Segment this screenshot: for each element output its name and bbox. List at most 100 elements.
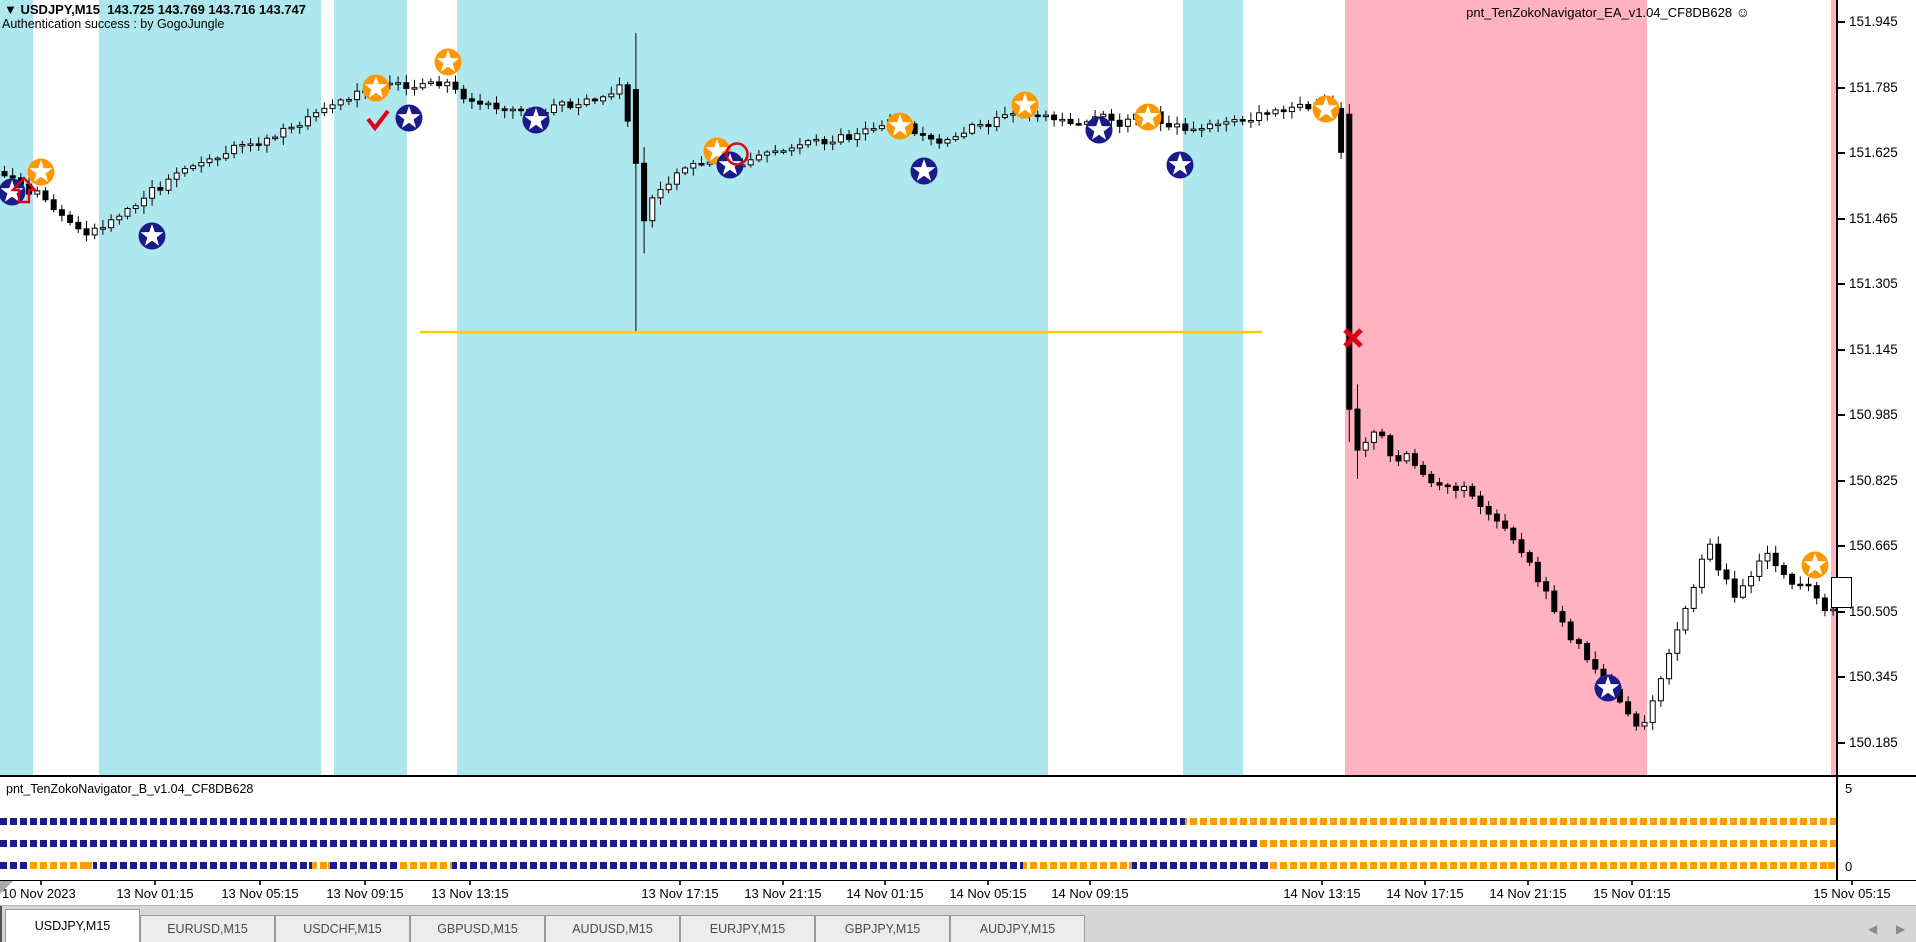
buy-signal-marker xyxy=(1801,551,1829,579)
price-axis-tick xyxy=(1838,610,1845,613)
price-axis-line xyxy=(1836,0,1838,881)
time-axis[interactable]: 10 Nov 2023 13 Nov 01:15 13 Nov 05:15 13 No… xyxy=(0,881,1916,906)
indicator-dash-segment-orange xyxy=(400,862,452,869)
price-axis-tick xyxy=(1838,741,1845,744)
price-axis-label: 151.625 xyxy=(1849,145,1898,161)
indicator-dash-segment-orange xyxy=(1185,818,1836,825)
price-axis-label: 151.785 xyxy=(1849,79,1898,95)
indicator-dash-segment-blue xyxy=(0,840,1260,847)
tab-gbpusd-m15[interactable]: GBPUSD,M15 xyxy=(410,915,545,942)
current-price-marker xyxy=(1831,577,1852,608)
sell-signal-marker xyxy=(910,157,938,185)
price-axis-label: 151.465 xyxy=(1849,210,1898,226)
price-axis-tick xyxy=(1838,283,1845,286)
time-axis-label: 13 Nov 05:15 xyxy=(221,886,299,901)
price-axis-label: 150.825 xyxy=(1849,472,1898,488)
price-axis-tick xyxy=(1838,414,1845,417)
time-axis-tick xyxy=(40,881,42,885)
price-axis-label: 151.305 xyxy=(1849,276,1898,292)
candlestick-series xyxy=(1,33,1836,731)
price-axis-tick xyxy=(1838,86,1845,89)
trend-band-cyan xyxy=(457,0,1048,775)
price-axis-tick xyxy=(1838,545,1845,548)
time-axis-tick xyxy=(259,881,261,885)
tab-audusd-m15[interactable]: AUDUSD,M15 xyxy=(545,915,680,942)
time-axis-tick xyxy=(1424,881,1426,885)
indicator-dash-segment-orange xyxy=(1023,862,1132,869)
price-axis-label: 150.665 xyxy=(1849,538,1898,554)
price-axis-tick xyxy=(1838,152,1845,155)
time-axis-label: 14 Nov 01:15 xyxy=(846,886,924,901)
tab-scroll-left-icon[interactable]: ◀ xyxy=(1868,922,1878,936)
time-axis-tick xyxy=(884,881,886,885)
time-axis-label: 14 Nov 09:15 xyxy=(1051,886,1129,901)
trend-band-cyan xyxy=(334,0,407,775)
time-axis-divider xyxy=(0,880,1916,881)
time-axis-label: 14 Nov 21:15 xyxy=(1489,886,1567,901)
ea-name-label: pnt_TenZokoNavigator_EA_v1.04_CF8DB628 ☺ xyxy=(1466,4,1750,20)
time-axis-tick xyxy=(1527,881,1529,885)
chart-canvas[interactable]: ▼ USDJPY,M15 143.725 143.769 143.716 143… xyxy=(0,0,1837,775)
indicator-dash-segment-orange xyxy=(1260,840,1836,847)
indicator-dash-segment-blue xyxy=(330,862,400,869)
tab-usdjpy-m15[interactable]: USDJPY,M15 xyxy=(5,909,140,942)
time-axis-tick xyxy=(782,881,784,885)
price-axis-tick xyxy=(1838,676,1845,679)
time-axis-tick xyxy=(987,881,989,885)
candlestick-chart xyxy=(0,33,1836,731)
indicator-subwindow[interactable]: pnt_TenZokoNavigator_B_v1.04_CF8DB628 xyxy=(0,777,1836,880)
price-axis-label: 150.185 xyxy=(1849,734,1898,750)
sell-signal-marker xyxy=(395,104,423,132)
entry-arrow-up-marker xyxy=(10,176,38,204)
time-axis-label: 14 Nov 13:15 xyxy=(1283,886,1361,901)
tab-scroll-right-icon[interactable]: ▶ xyxy=(1896,922,1906,936)
time-axis-label: 14 Nov 05:15 xyxy=(949,886,1027,901)
tab-gbpjpy-m15[interactable]: GBPJPY,M15 xyxy=(815,915,950,942)
subwindow-resize-grip[interactable] xyxy=(0,881,13,894)
buy-signal-marker xyxy=(434,48,462,76)
chart-dropdown-icon[interactable]: ▼ xyxy=(4,2,17,17)
price-axis-label: 151.945 xyxy=(1849,14,1898,29)
time-axis-label: 15 Nov 01:15 xyxy=(1593,886,1671,901)
tab-usdchf-m15[interactable]: USDCHF,M15 xyxy=(275,915,410,942)
buy-signal-marker xyxy=(886,112,914,140)
time-axis-tick xyxy=(364,881,366,885)
time-axis-tick xyxy=(1851,881,1853,885)
indicator-dash-segment-orange xyxy=(1268,862,1836,869)
tab-eurusd-m15[interactable]: EURUSD,M15 xyxy=(140,915,275,942)
time-axis-tick xyxy=(1321,881,1323,885)
time-axis-tick xyxy=(469,881,471,885)
time-axis-label: 15 Nov 05:15 xyxy=(1813,886,1891,901)
chart-tab-bar: ◀ ▶ USDJPY,M15 EURUSD,M15 USDCHF,M15 GBPUSD… xyxy=(0,906,1916,942)
time-axis-tick xyxy=(154,881,156,885)
indicator-dash-segment-blue xyxy=(0,818,1185,825)
indicator-dash-segment-orange xyxy=(312,862,330,869)
buy-signal-marker xyxy=(1134,103,1162,131)
indicator-dash-segment-blue xyxy=(93,862,312,869)
subwindow-scale-min: 0 xyxy=(1845,859,1853,874)
subwindow-scale-max: 5 xyxy=(1845,781,1853,796)
exit-cross-marker xyxy=(1343,328,1363,348)
time-axis-tick xyxy=(679,881,681,885)
symbol-ohlc-line: ▼ USDJPY,M15 143.725 143.769 143.716 143… xyxy=(4,2,306,17)
chart-subwindow-divider[interactable] xyxy=(0,775,1916,777)
indicator-dash-segment-blue xyxy=(452,862,1023,869)
price-axis-label: 150.505 xyxy=(1849,603,1898,619)
price-axis-label: 151.145 xyxy=(1849,341,1898,357)
trend-band-pink xyxy=(1831,0,1837,775)
price-axis-tick xyxy=(1838,21,1845,23)
tab-audjpy-m15[interactable]: AUDJPY,M15 xyxy=(950,915,1085,942)
symbol-ohlc-text: USDJPY,M15 143.725 143.769 143.716 143.7… xyxy=(20,2,307,17)
time-axis-label: 13 Nov 13:15 xyxy=(431,886,509,901)
price-axis-tick xyxy=(1838,217,1845,220)
buy-signal-marker xyxy=(1011,91,1039,119)
sell-signal-marker xyxy=(522,106,550,134)
time-axis-label: 13 Nov 17:15 xyxy=(641,886,719,901)
circle-marker xyxy=(725,142,749,166)
indicator-dash-segment-blue xyxy=(1132,862,1268,869)
indicator-dash-segment-orange xyxy=(28,862,93,869)
time-axis-label: 13 Nov 21:15 xyxy=(744,886,822,901)
time-axis-label: 14 Nov 17:15 xyxy=(1386,886,1464,901)
tab-eurjpy-m15[interactable]: EURJPY,M15 xyxy=(680,915,815,942)
